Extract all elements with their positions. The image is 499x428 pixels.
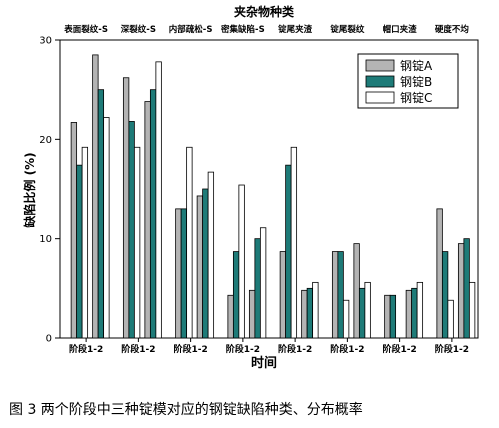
x-tick-label: 阶段1-2 xyxy=(121,343,155,355)
x-tick-label: 阶段1-2 xyxy=(435,343,469,355)
bar xyxy=(353,243,360,339)
bar xyxy=(279,251,287,339)
y-axis-label: 缺陷比例 (%) xyxy=(22,152,37,227)
bar xyxy=(285,164,292,339)
bar xyxy=(306,287,314,339)
bar xyxy=(411,287,418,339)
x-tick-label: 阶段1-2 xyxy=(278,343,312,355)
x-tick-label: 阶段1-2 xyxy=(382,343,416,355)
plot-area xyxy=(59,39,479,339)
bar xyxy=(468,281,476,339)
bar xyxy=(227,294,234,339)
bar xyxy=(133,146,141,339)
top-category-label: 锭尾夹渣 xyxy=(278,24,313,35)
plot-frame xyxy=(59,39,479,339)
top-category-label: 锭尾裂纹 xyxy=(330,24,365,35)
bar xyxy=(196,195,204,339)
bar xyxy=(364,281,371,339)
y-tick-label: 30 xyxy=(39,36,52,47)
legend-swatch xyxy=(365,75,395,88)
y-tick-label: 0 xyxy=(46,334,52,345)
bar xyxy=(155,61,162,339)
legend-label: 钢锭C xyxy=(400,91,432,105)
x-tick-label: 阶段1-2 xyxy=(69,343,103,355)
x-axis: 阶段1-2 阶段1-2 阶段1-2 阶段1-2 阶段1-2 阶段1-2 阶段1-2 阶段1-2 xyxy=(69,338,469,355)
bar xyxy=(337,251,344,339)
bar xyxy=(122,77,130,339)
bar xyxy=(447,299,454,339)
bar xyxy=(70,122,78,339)
y-tick-label: 10 xyxy=(39,234,52,245)
legend-swatch xyxy=(365,91,395,104)
chart-title: 夹杂物种类 xyxy=(234,4,295,19)
bar xyxy=(259,227,267,339)
bar xyxy=(384,294,391,339)
bar xyxy=(312,281,319,339)
x-tick-label: 阶段1-2 xyxy=(173,343,207,355)
bar xyxy=(331,251,339,339)
bar xyxy=(389,294,397,339)
legend: 钢锭A 钢锭B 钢锭C xyxy=(357,53,459,109)
bar xyxy=(358,287,366,339)
legend-swatch xyxy=(365,59,395,72)
bar xyxy=(144,101,151,339)
bar xyxy=(103,117,110,339)
bar xyxy=(128,121,135,339)
top-category-labels: 表面裂纹-S 深裂纹-S 内部疏松-S 密集缺陷-S 锭尾夹渣 锭尾裂纹 帽口夹渣 硬度不均 xyxy=(63,24,469,35)
bar xyxy=(175,208,182,339)
top-category-label: 深裂纹-S xyxy=(121,24,156,35)
legend-label: 钢锭B xyxy=(400,75,432,89)
bar xyxy=(232,251,240,339)
bar xyxy=(238,184,245,339)
bar xyxy=(97,89,105,339)
bar xyxy=(254,238,261,339)
bar xyxy=(342,299,350,339)
bar xyxy=(186,146,193,339)
bar xyxy=(180,208,188,339)
x-axis-label: 时间 xyxy=(251,355,277,371)
bar xyxy=(207,171,215,339)
bar xyxy=(149,89,157,339)
y-axis: 0 10 20 30 xyxy=(39,36,60,345)
bar xyxy=(416,281,424,339)
bar xyxy=(463,238,470,339)
bar xyxy=(202,188,209,339)
figure-caption: 图 3 两个阶段中三种锭模对应的钢锭缺陷种类、分布概率 xyxy=(9,401,363,418)
bar xyxy=(290,146,298,339)
top-category-label: 内部疏松-S xyxy=(169,24,213,35)
bar xyxy=(436,208,443,339)
top-category-label: 帽口夹渣 xyxy=(383,24,418,35)
bar xyxy=(81,146,89,339)
top-category-label: 硬度不均 xyxy=(435,24,470,35)
bar xyxy=(301,289,308,339)
bar xyxy=(248,289,256,339)
bar xyxy=(457,243,465,339)
legend-label: 钢锭A xyxy=(400,59,433,73)
bar xyxy=(76,164,83,339)
x-tick-label: 阶段1-2 xyxy=(330,343,364,355)
top-category-label: 表面裂纹-S xyxy=(63,24,108,35)
x-tick-label: 阶段1-2 xyxy=(226,343,260,355)
top-category-label: 密集缺陷-S xyxy=(220,24,265,35)
y-tick-label: 20 xyxy=(39,135,52,146)
bar xyxy=(92,54,99,339)
bar xyxy=(405,289,413,339)
bar xyxy=(441,251,449,339)
